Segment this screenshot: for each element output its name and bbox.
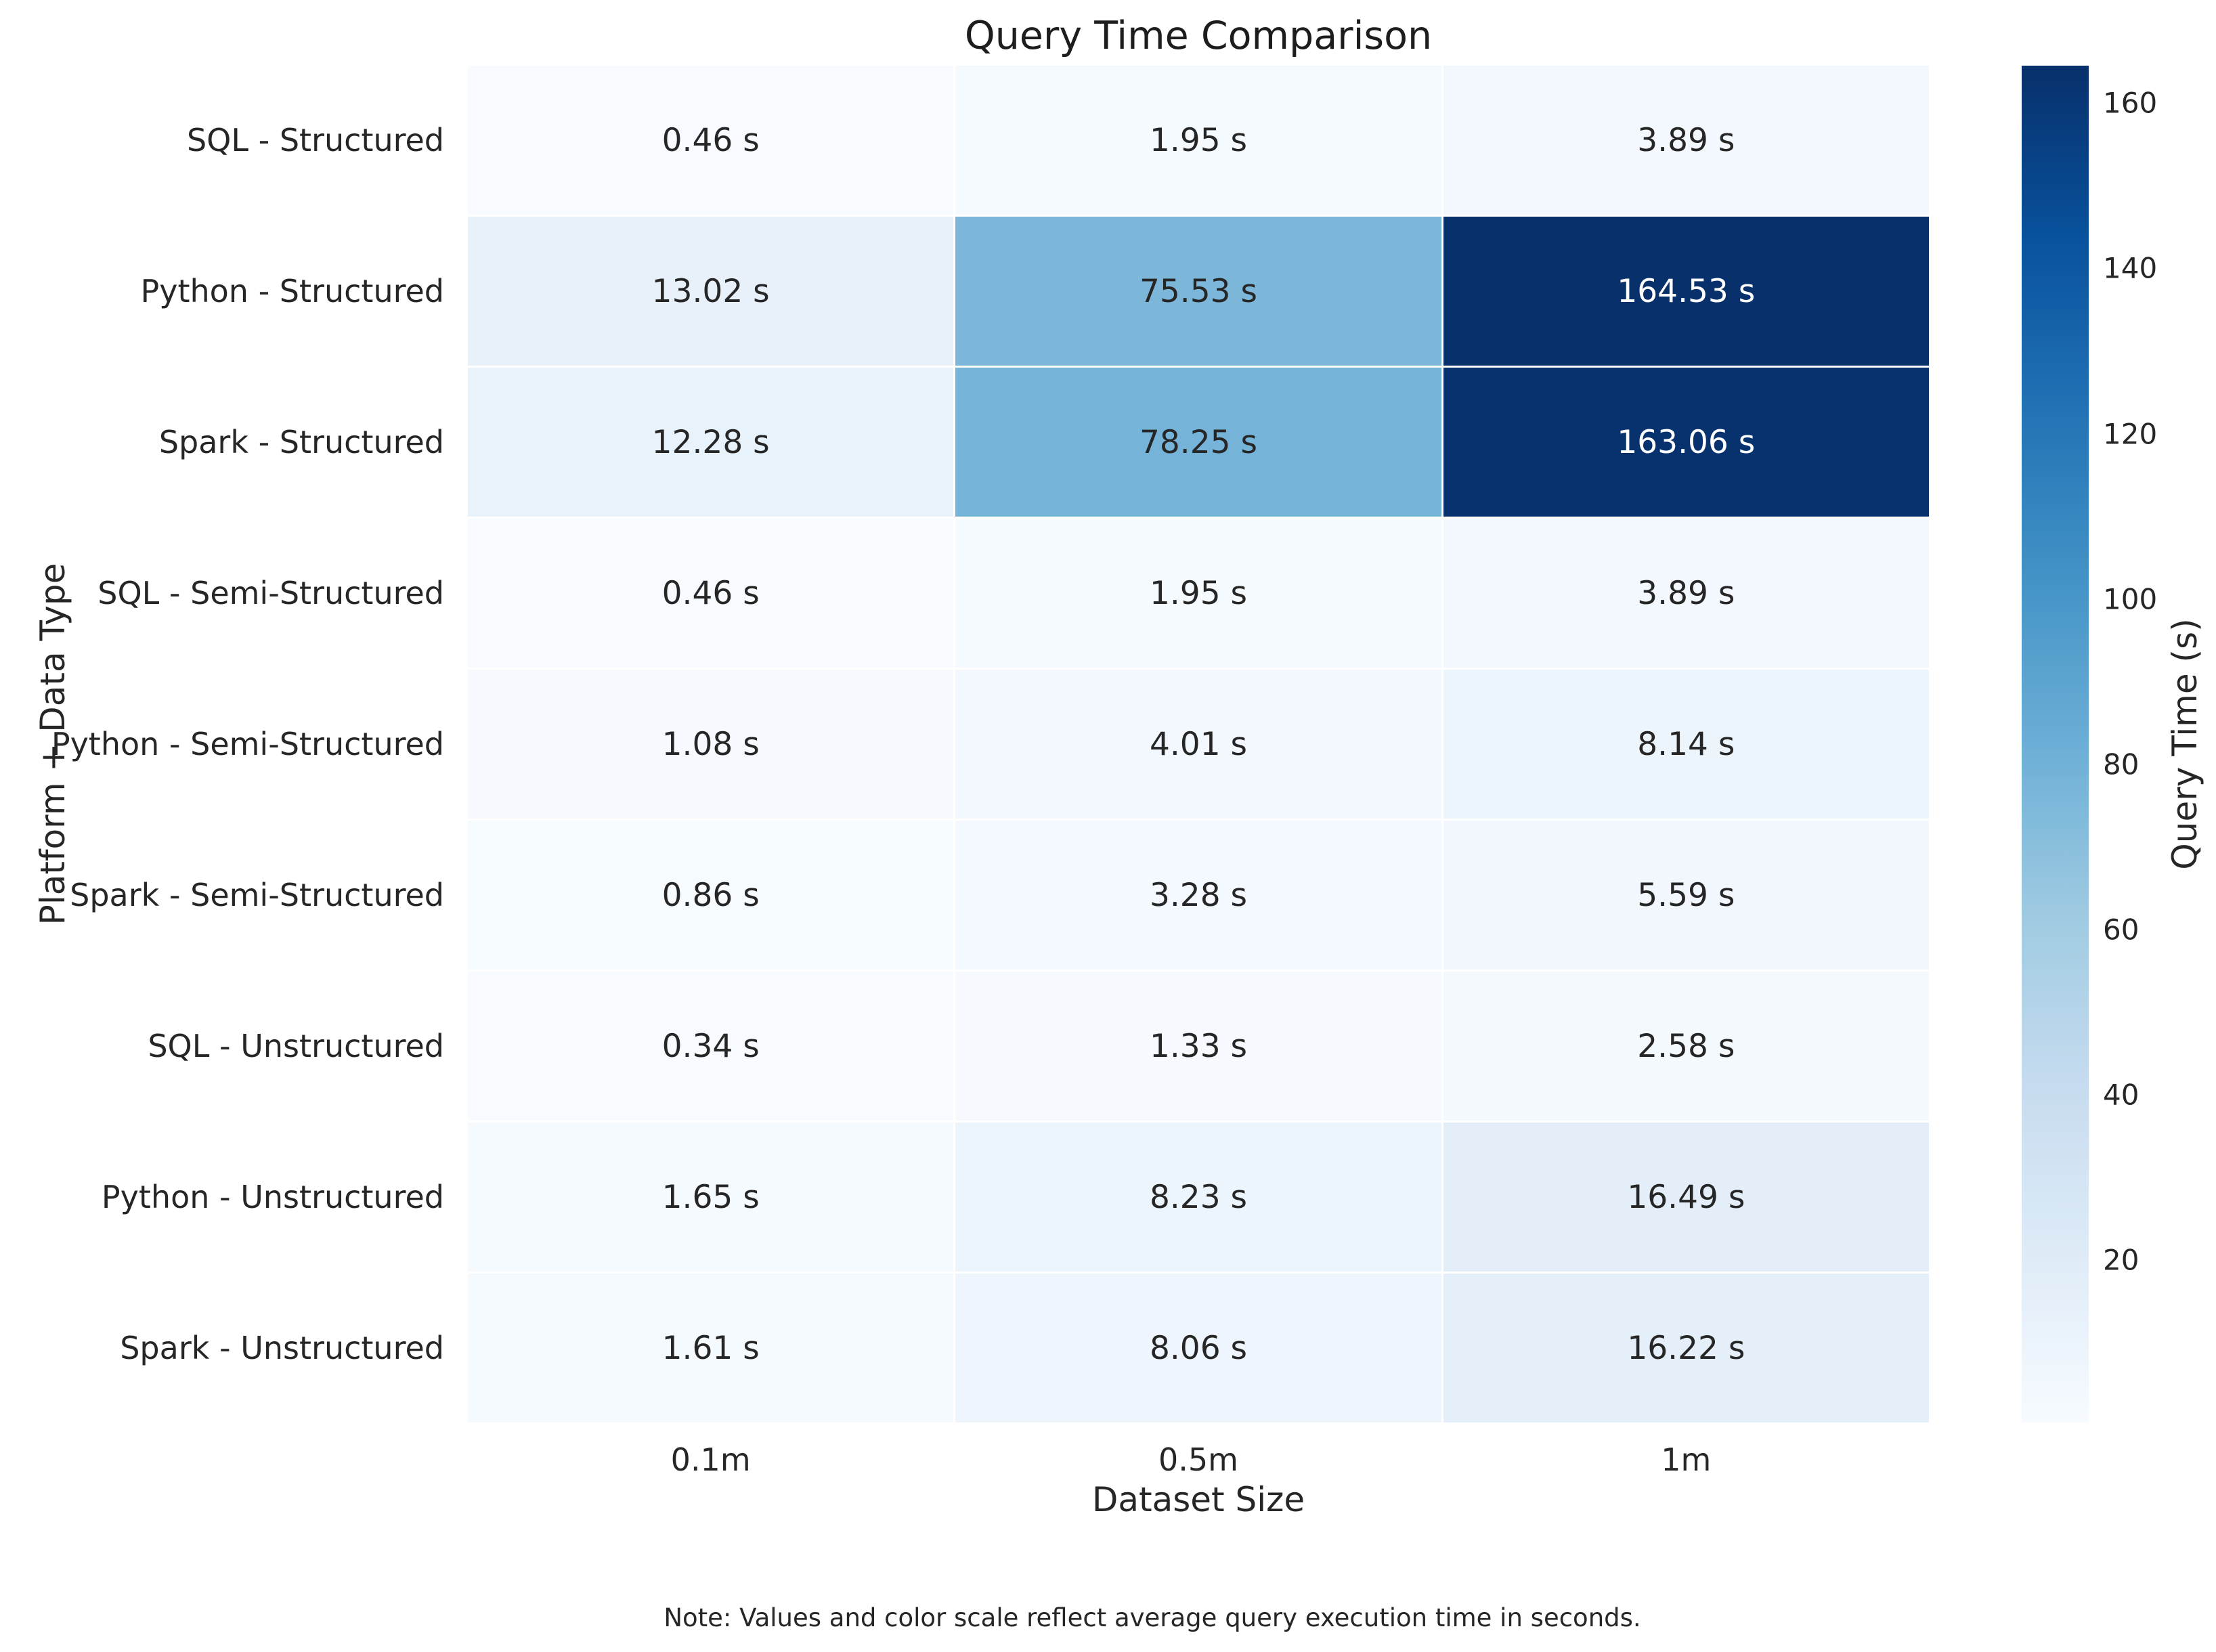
y-tick-label: SQL - Unstructured: [148, 1028, 444, 1064]
y-tick-label: Spark - Unstructured: [120, 1330, 444, 1366]
y-tick-label: Spark - Structured: [158, 424, 444, 460]
heatmap-cell: 1.95 s: [955, 66, 1441, 215]
heatmap-cell: 8.06 s: [955, 1274, 1441, 1422]
heatmap-cell: 1.61 s: [468, 1274, 954, 1422]
heatmap-cell: 0.86 s: [468, 821, 954, 970]
y-tick-label: Python - Unstructured: [101, 1179, 444, 1215]
y-tick-label: SQL - Semi-Structured: [97, 575, 444, 611]
heatmap-cell: 1.95 s: [955, 519, 1441, 668]
colorbar-tick-label: 120: [2103, 417, 2158, 450]
heatmap-cell: 75.53 s: [955, 217, 1441, 366]
colorbar-label: Query Time (s): [2165, 618, 2204, 870]
heatmap-cell: 78.25 s: [955, 368, 1441, 517]
y-tick-label: Python - Structured: [140, 273, 444, 309]
colorbar-tick-label: 40: [2103, 1078, 2139, 1112]
colorbar-tick-label: 140: [2103, 251, 2158, 285]
heatmap-cell: 0.46 s: [468, 519, 954, 668]
colorbar-gradient: [2022, 66, 2089, 1422]
chart-title: Query Time Comparison: [964, 14, 1433, 58]
heatmap-cell: 8.23 s: [955, 1123, 1441, 1271]
heatmap-cell: 0.46 s: [468, 66, 954, 215]
x-tick-label: 0.5m: [1158, 1441, 1238, 1478]
heatmap-cell: 8.14 s: [1443, 670, 1929, 819]
heatmap-cell: 16.49 s: [1443, 1123, 1929, 1271]
heatmap-grid: 0.46 s 1.95 s 3.89 s 13.02 s 75.53 s 164.53 s…: [468, 66, 1929, 1422]
heatmap-cell: 1.33 s: [955, 972, 1441, 1121]
y-tick-label: Spark - Semi-Structured: [70, 877, 444, 913]
heatmap-cell: 1.65 s: [468, 1123, 954, 1271]
heatmap-cell: 2.58 s: [1443, 972, 1929, 1121]
colorbar-tick-label: 100: [2103, 582, 2158, 616]
colorbar-tick-label: 60: [2103, 913, 2139, 947]
heatmap-cell: 0.34 s: [468, 972, 954, 1121]
heatmap-cell: 13.02 s: [468, 217, 954, 366]
heatmap-cell: 5.59 s: [1443, 821, 1929, 970]
colorbar-tick-label: 80: [2103, 747, 2139, 781]
x-tick-label: 0.1m: [670, 1441, 751, 1478]
x-tick-label: 1m: [1661, 1441, 1712, 1478]
heatmap-cell: 3.89 s: [1443, 66, 1929, 215]
heatmap-cell: 12.28 s: [468, 368, 954, 517]
colorbar-tick-label: 160: [2103, 86, 2158, 120]
x-axis-label: Dataset Size: [1091, 1480, 1305, 1519]
heatmap-cell: 4.01 s: [955, 670, 1441, 819]
heatmap-cell: 1.08 s: [468, 670, 954, 819]
y-tick-label: Python - Semi-Structured: [51, 726, 444, 762]
y-tick-label: SQL - Structured: [186, 122, 444, 158]
colorbar-tick-label: 20: [2103, 1243, 2139, 1277]
heatmap-cell: 3.28 s: [955, 821, 1441, 970]
heatmap-cell: 3.89 s: [1443, 519, 1929, 668]
note-text: Note: Values and color scale reflect ave…: [664, 1603, 1641, 1632]
heatmap-cell: 163.06 s: [1443, 368, 1929, 517]
heatmap-cell: 16.22 s: [1443, 1274, 1929, 1422]
heatmap-cell: 164.53 s: [1443, 217, 1929, 366]
